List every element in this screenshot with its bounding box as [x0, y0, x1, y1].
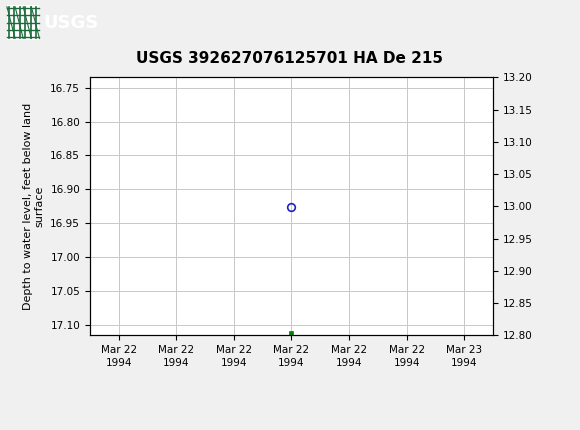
Y-axis label: Depth to water level, feet below land
surface: Depth to water level, feet below land su… [23, 103, 45, 310]
Bar [7, 6, 39, 40]
Text: USGS: USGS [44, 14, 99, 31]
Text: USGS 392627076125701 HA De 215: USGS 392627076125701 HA De 215 [136, 51, 444, 65]
